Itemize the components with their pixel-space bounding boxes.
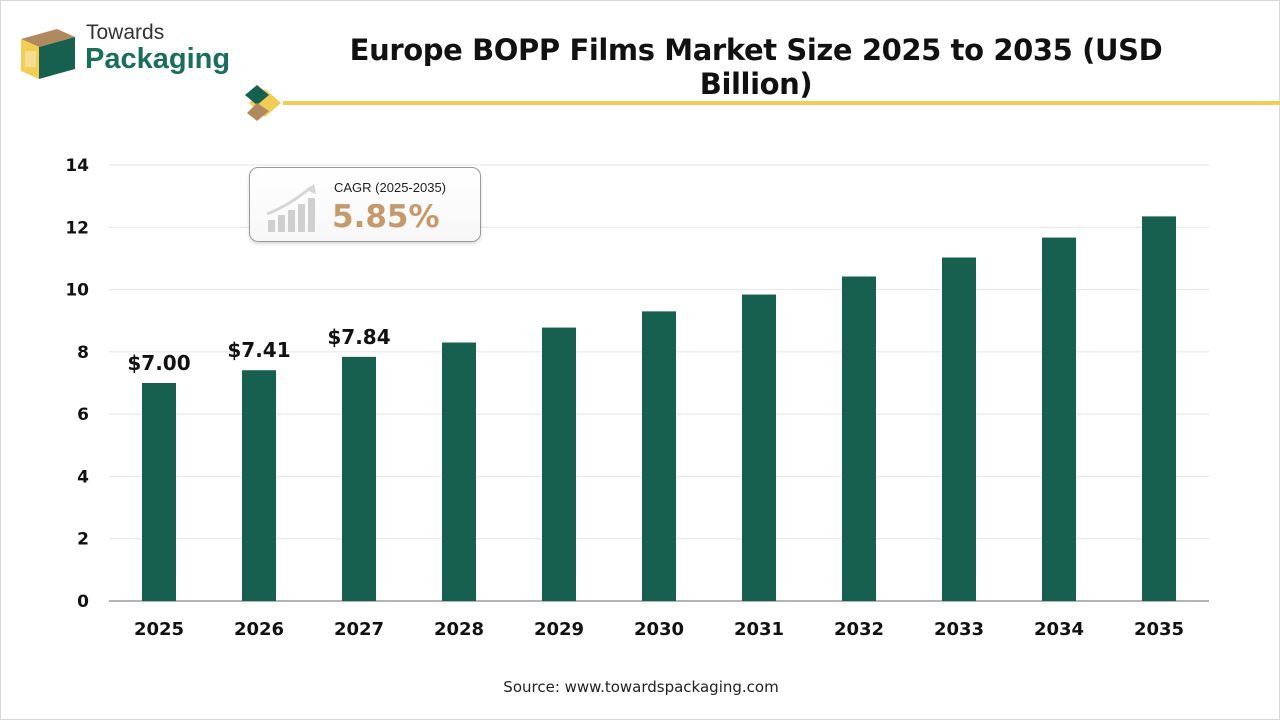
y-tick-label: 8 [77, 343, 89, 363]
y-tick-label: 6 [77, 405, 89, 425]
bar-2026 [242, 370, 276, 601]
bar-2030 [642, 311, 676, 601]
x-tick-label: 2034 [1034, 619, 1084, 640]
x-tick-label: 2027 [334, 619, 384, 640]
source-note: Source: www.towardspackaging.com [503, 678, 779, 696]
y-tick-label: 12 [65, 218, 89, 238]
growth-chart-icon [266, 184, 316, 232]
bar-2033 [942, 257, 976, 601]
cagr-value: 5.85% [332, 199, 440, 235]
y-tick-label: 0 [77, 592, 89, 612]
brand-name-bottom: Packaging [85, 43, 231, 75]
brand-logo[interactable]: Towards Packaging [17, 19, 237, 83]
bar-2031 [742, 294, 776, 601]
chart-title: Europe BOPP Films Market Size 2025 to 20… [349, 33, 1163, 101]
cagr-callout: CAGR (2025-2035) 5.85% [249, 167, 481, 242]
bar-2028 [442, 342, 476, 601]
bar-2035 [1142, 216, 1176, 601]
x-tick-label: 2033 [934, 619, 984, 640]
y-tick-label: 10 [65, 281, 89, 301]
x-tick-label: 2029 [534, 619, 584, 640]
cagr-label: CAGR (2025-2035) [334, 180, 446, 195]
x-tick-label: 2030 [634, 619, 684, 640]
box-logo-icon [21, 29, 75, 79]
bar-2025 [142, 383, 176, 601]
y-tick-label: 14 [65, 156, 89, 176]
bar-2029 [542, 327, 576, 601]
x-tick-label: 2031 [734, 619, 784, 640]
data-label: $7.84 [327, 325, 390, 349]
bar-2034 [1042, 237, 1076, 601]
data-label: $7.00 [127, 351, 190, 375]
bar-2027 [342, 356, 376, 601]
x-tick-label: 2028 [434, 619, 484, 640]
bar-2032 [842, 276, 876, 601]
x-tick-label: 2025 [134, 619, 184, 640]
title-divider [245, 85, 1280, 121]
data-label: $7.41 [227, 338, 290, 362]
x-tick-label: 2026 [234, 619, 284, 640]
y-tick-label: 4 [77, 467, 89, 487]
x-tick-label: 2032 [834, 619, 884, 640]
x-tick-label: 2035 [1134, 619, 1184, 640]
y-tick-label: 2 [77, 530, 89, 550]
brand-name-top: Towards [86, 21, 165, 44]
